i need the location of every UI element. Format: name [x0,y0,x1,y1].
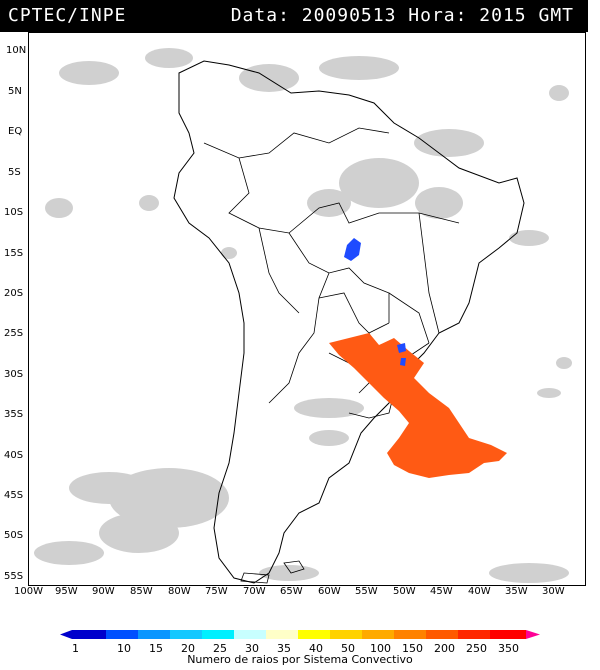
lat-label: 50S [4,530,24,541]
legend-tick: 50 [341,642,355,655]
legend-tick: 40 [309,642,323,655]
legend-tick: 200 [434,642,455,655]
south-america-outline [173,60,525,584]
lat-label: 10S [4,207,24,218]
map-canvas [34,48,572,584]
lon-label: 35W [505,586,528,597]
title-bar: CPTEC/INPE Data: 20090513 Hora: 2015 GMT [0,0,588,32]
source-label: CPTEC/INPE [8,5,127,26]
legend-tick: 35 [277,642,291,655]
lon-label: 90W [92,586,115,597]
legend-tick: 20 [181,642,195,655]
legend-tick: 25 [213,642,227,655]
island-outline [240,572,270,584]
cloud-cover [34,48,572,583]
lat-label: EQ [8,126,23,137]
lat-label: 20S [4,288,24,299]
lat-label: 30S [4,369,24,380]
lat-label: 25S [4,328,24,339]
legend-colorbar [60,630,540,639]
lat-label: 35S [4,409,24,420]
legend-tick: 30 [245,642,259,655]
lon-label: 75W [205,586,228,597]
lat-label: 15S [4,248,24,259]
blue-convective-system [397,343,406,353]
blue-convective-system [344,238,361,261]
lon-label: 85W [130,586,153,597]
legend-tick: 100 [370,642,391,655]
lon-label: 55W [355,586,378,597]
lat-label: 40S [4,450,24,461]
lon-label: 40W [468,586,491,597]
lat-label: 55S [4,571,24,582]
lon-label: 65W [280,586,303,597]
legend-tick: 15 [149,642,163,655]
lat-label: 45S [4,490,24,501]
lon-label: 50W [393,586,416,597]
lat-label: 5N [8,86,22,97]
lon-label: 80W [168,586,191,597]
lat-label: 5S [8,167,21,178]
lon-label: 70W [243,586,266,597]
legend-tick: 350 [498,642,519,655]
blue-convective-system [400,358,406,366]
lightning-map [28,32,586,586]
legend-tick: 250 [466,642,487,655]
legend-tick: 10 [117,642,131,655]
lon-label: 60W [318,586,341,597]
timestamp-label: Data: 20090513 Hora: 2015 GMT [230,5,574,26]
country-borders [203,127,460,419]
lat-label: 10N [6,45,27,56]
lon-label: 95W [55,586,78,597]
legend-tick: 150 [402,642,423,655]
lon-label: 100W [14,586,43,597]
island-outline [283,560,305,574]
legend-tick: 1 [72,642,79,655]
orange-convective-system [329,333,507,478]
lon-label: 45W [430,586,453,597]
legend-title: Numero de raios por Sistema Convectivo [187,653,413,666]
lon-label: 30W [542,586,565,597]
